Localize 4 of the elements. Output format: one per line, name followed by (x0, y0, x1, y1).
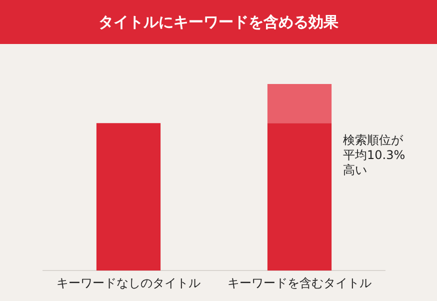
chart-title: タイトルにキーワードを含める効果 (0, 0, 437, 44)
annotation: 検索順位が平均10.3%高い (343, 133, 406, 178)
x-tick-label: キーワードを含むタイトル (228, 276, 372, 290)
x-tick-label: キーワードなしのタイトル (56, 276, 200, 290)
